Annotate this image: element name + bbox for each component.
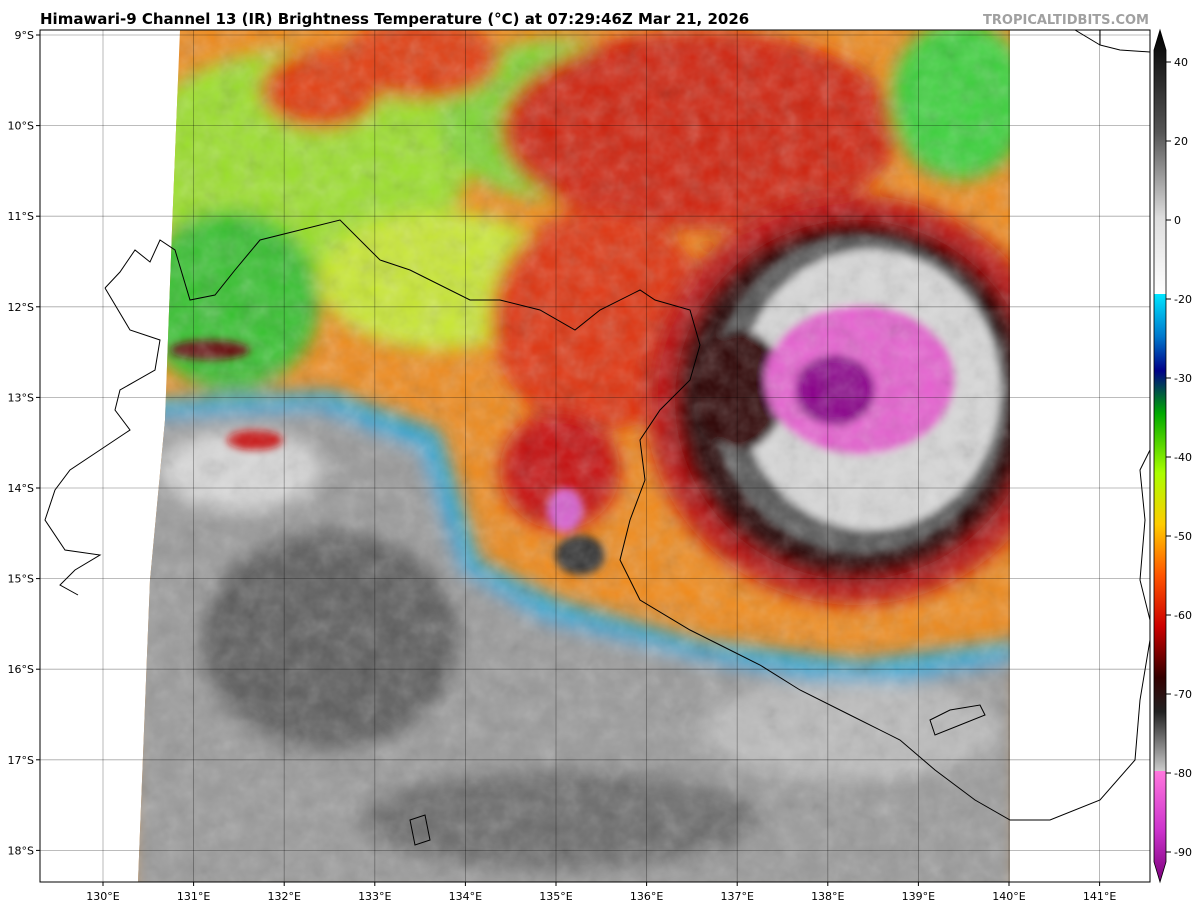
colorbar-tick-label: -30: [1174, 372, 1192, 385]
colorbar: [1153, 28, 1167, 884]
lon-label: 131°E: [177, 890, 210, 903]
watermark: TROPICALTIDBITS.COM: [983, 13, 1149, 28]
title: Himawari-9 Channel 13 (IR) Brightness Te…: [40, 10, 749, 28]
lon-label: 139°E: [902, 890, 935, 903]
lat-label: 10°S: [8, 120, 34, 133]
lat-label: 13°S: [8, 391, 34, 404]
lon-label: 137°E: [720, 890, 753, 903]
colorbar-ticks: 40 20 0 -20 -30 -40 -50 -60 -70 -80 -90: [1166, 56, 1192, 859]
colorbar-tick-label: -40: [1174, 451, 1192, 464]
map-area: [40, 30, 1150, 882]
lon-label: 141°E: [1083, 890, 1116, 903]
lon-label: 138°E: [811, 890, 844, 903]
lat-label: 16°S: [8, 663, 34, 676]
colorbar-tick-label: 40: [1174, 56, 1188, 69]
lat-label: 17°S: [8, 754, 34, 767]
graticule: [40, 30, 1150, 882]
lat-label: 18°S: [8, 844, 34, 857]
lon-label: 134°E: [449, 890, 482, 903]
lat-label: 14°S: [8, 482, 34, 495]
colorbar-tick-label: -70: [1174, 688, 1192, 701]
lat-label: 9°S: [15, 29, 34, 42]
lon-label: 136°E: [630, 890, 663, 903]
lon-label: 135°E: [539, 890, 572, 903]
lat-label: 11°S: [8, 210, 34, 223]
lon-label: 133°E: [358, 890, 391, 903]
ir-imagery: [138, 30, 1010, 882]
lat-label: 15°S: [8, 573, 34, 586]
colorbar-tick-label: -60: [1174, 609, 1192, 622]
lat-label: 12°S: [8, 301, 34, 314]
map-frame: [39, 29, 1151, 883]
colorbar-tick-label: -50: [1174, 530, 1192, 543]
colorbar-tick-label: -80: [1174, 767, 1192, 780]
colorbar-tick-label: 20: [1174, 135, 1188, 148]
lon-label: 140°E: [992, 890, 1025, 903]
colorbar-tick-label: 0: [1174, 214, 1181, 227]
colorbar-tick-label: -20: [1174, 293, 1192, 306]
lon-label: 130°E: [86, 890, 119, 903]
coastlines: [44, 30, 1150, 846]
lon-label: 132°E: [267, 890, 300, 903]
colorbar-tick-label: -90: [1174, 846, 1192, 859]
